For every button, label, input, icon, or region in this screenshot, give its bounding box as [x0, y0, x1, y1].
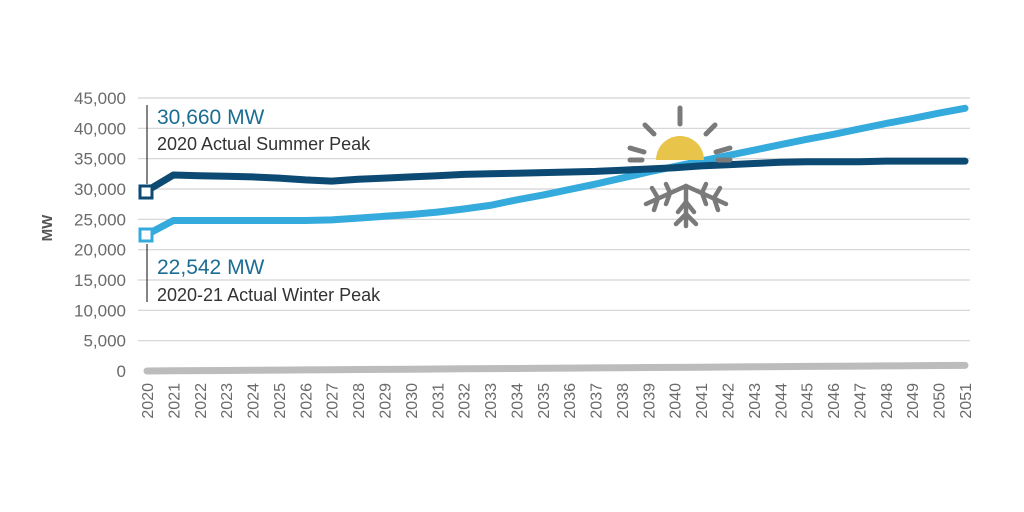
y-axis-ticks: 0 5,000 10,000 15,000 20,000 25,000 30,000 35,0… [74, 89, 126, 381]
x-tick-label: 2020 [140, 383, 157, 419]
x-tick-label: 2037 [589, 383, 606, 419]
x-tick-label: 2022 [193, 383, 210, 419]
y-tick-label: 25,000 [74, 210, 126, 229]
x-tick-label: 2030 [404, 383, 421, 419]
series-line-2 [143, 361, 969, 375]
x-tick-label: 2050 [932, 383, 949, 419]
x-tick-label: 2021 [166, 383, 183, 419]
x-tick-label: 2033 [483, 383, 500, 419]
x-tick-label: 2023 [219, 383, 236, 419]
y-tick-label: 40,000 [74, 119, 126, 138]
x-tick-label: 2041 [694, 383, 711, 419]
x-tick-label: 2036 [562, 383, 579, 419]
series-layer [143, 104, 969, 375]
y-tick-label: 5,000 [83, 332, 126, 351]
x-tick-label: 2045 [800, 383, 817, 419]
x-tick-label: 2046 [826, 383, 843, 419]
sun-icon [627, 105, 733, 163]
x-tick-label: 2048 [879, 383, 896, 419]
y-tick-label: 35,000 [74, 150, 126, 169]
summer-peak-value: 30,660 MW [157, 106, 265, 129]
winter-start-marker [138, 227, 154, 243]
y-tick-label: 0 [117, 362, 126, 381]
x-tick-label: 2032 [457, 383, 474, 419]
x-tick-label: 2051 [958, 383, 975, 419]
x-tick-label: 2039 [641, 383, 658, 419]
y-axis-label: MW [39, 214, 56, 241]
y-tick-label: 45,000 [74, 89, 126, 108]
y-tick-label: 15,000 [74, 271, 126, 290]
summer-peak-annotation: 30,660 MW 2020 Actual Summer Peak [146, 105, 371, 184]
y-tick-label: 30,000 [74, 180, 126, 199]
x-tick-label: 2026 [298, 383, 315, 419]
x-tick-label: 2027 [325, 383, 342, 419]
x-tick-label: 2029 [377, 383, 394, 419]
x-tick-label: 2042 [721, 383, 738, 419]
x-tick-label: 2035 [536, 383, 553, 419]
y-tick-label: 10,000 [74, 301, 126, 320]
summer-start-marker [138, 184, 154, 200]
series-line-1 [143, 104, 969, 238]
summer-peak-label: 2020 Actual Summer Peak [157, 134, 371, 154]
winter-peak-annotation: 22,542 MW 2020-21 Actual Winter Peak [146, 244, 381, 305]
x-tick-label: 2047 [852, 383, 869, 419]
y-tick-label: 20,000 [74, 241, 126, 260]
x-tick-label: 2028 [351, 383, 368, 419]
x-tick-label: 2044 [773, 383, 790, 419]
x-tick-label: 2024 [246, 383, 263, 419]
x-tick-label: 2040 [668, 383, 685, 419]
x-tick-label: 2025 [272, 383, 289, 419]
series-line-0 [143, 157, 969, 195]
winter-peak-label: 2020-21 Actual Winter Peak [157, 285, 381, 305]
x-tick-label: 2049 [905, 383, 922, 419]
x-tick-label: 2031 [430, 383, 447, 419]
snowflake-icon [643, 181, 729, 229]
x-axis-ticks: 2020 2021 2022 2023 2024 2025 2026 2027 2028 2029… [140, 383, 975, 419]
x-tick-label: 2043 [747, 383, 764, 419]
x-tick-label: 2034 [509, 383, 526, 419]
x-tick-label: 2038 [615, 383, 632, 419]
winter-peak-value: 22,542 MW [157, 256, 265, 279]
